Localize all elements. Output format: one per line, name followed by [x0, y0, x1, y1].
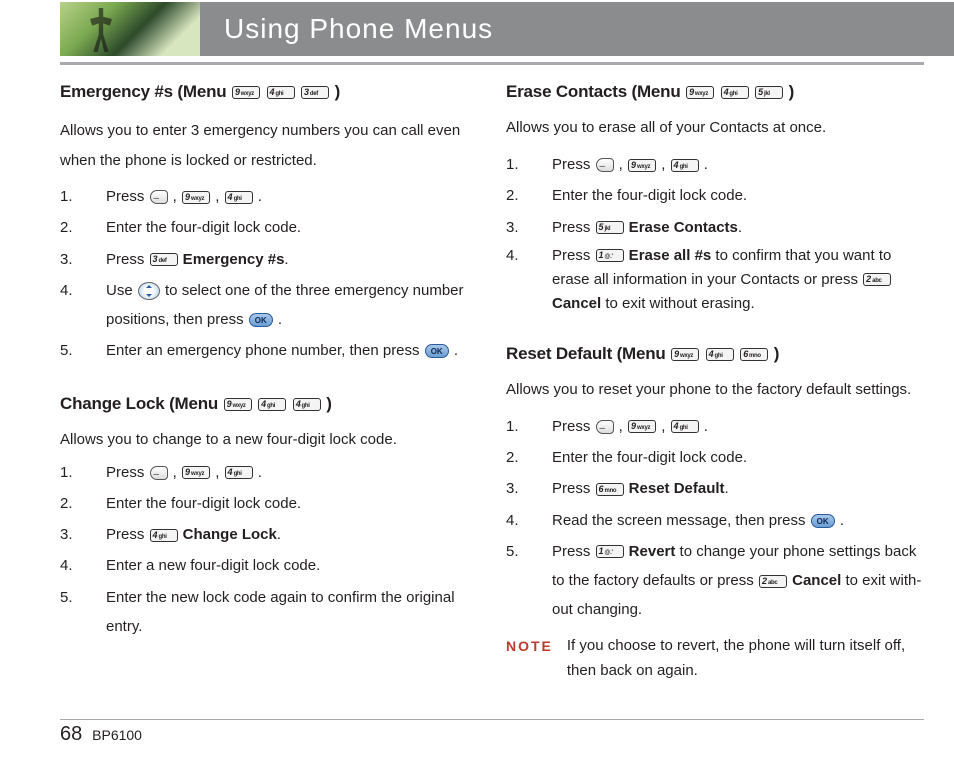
- header-rule: [60, 62, 924, 65]
- header-image: [60, 2, 200, 56]
- softkey-icon: [596, 158, 614, 172]
- key-4: 4ghi: [150, 529, 178, 542]
- key-9: 9wxyz: [232, 86, 260, 99]
- model-label: BP6100: [92, 727, 142, 743]
- key-3: 3def: [301, 86, 329, 99]
- section-title: Reset Default (Menu 9wxyz 4ghi 6mno ): [506, 344, 924, 364]
- ok-key-icon: OK: [811, 514, 835, 528]
- step: Press , 9wxyz , 4ghi .: [60, 182, 478, 211]
- key-4: 4ghi: [267, 86, 295, 99]
- step: Press 4ghi Change Lock.: [60, 520, 478, 549]
- key-9: 9wxyz: [686, 86, 714, 99]
- key-9: 9wxyz: [224, 398, 252, 411]
- step: Press 1@.' Revert to change your phone s…: [506, 537, 924, 625]
- step: Press , 9wxyz , 4ghi .: [506, 150, 924, 179]
- left-column: Emergency #s (Menu 9wxyz 4ghi 3def ) All…: [60, 82, 478, 714]
- step: Enter the new lock code again to confirm…: [60, 583, 478, 642]
- step: Read the screen message, then press OK .: [506, 506, 924, 535]
- title-text: ): [322, 394, 332, 413]
- page-body: Emergency #s (Menu 9wxyz 4ghi 3def ) All…: [60, 82, 924, 714]
- step-list: Press , 9wxyz , 4ghi . Enter the four-di…: [60, 458, 478, 642]
- softkey-icon: [150, 466, 168, 480]
- section-intro: Allows you to change to a new four-digit…: [60, 428, 478, 452]
- step: Press 5jkl Erase Contacts.: [506, 213, 924, 242]
- key-9: 9wxyz: [628, 420, 656, 433]
- ok-key-icon: OK: [425, 344, 449, 358]
- step: Enter the four-digit lock code.: [60, 489, 478, 518]
- key-4: 4ghi: [721, 86, 749, 99]
- key-9: 9wxyz: [628, 159, 656, 172]
- key-4: 4ghi: [225, 466, 253, 479]
- key-4: 4ghi: [225, 191, 253, 204]
- section-erase-contacts: Erase Contacts (Menu 9wxyz 4ghi 5jkl ) A…: [506, 82, 924, 316]
- page-footer: 68 BP6100: [60, 723, 142, 746]
- step: Press , 9wxyz , 4ghi .: [60, 458, 478, 487]
- step: Press , 9wxyz , 4ghi .: [506, 412, 924, 441]
- step: Enter the four-digit lock code.: [60, 213, 478, 242]
- title-text: Erase Contacts (Menu: [506, 82, 685, 101]
- step-list: Press , 9wxyz , 4ghi . Enter the four-di…: [506, 150, 924, 316]
- nav-key-icon: [138, 282, 160, 300]
- section-reset-default: Reset Default (Menu 9wxyz 4ghi 6mno ) Al…: [506, 344, 924, 684]
- key-5: 5jkl: [596, 221, 624, 234]
- key-1: 1@.': [596, 249, 624, 262]
- key-4: 4ghi: [258, 398, 286, 411]
- title-text: Emergency #s (Menu: [60, 82, 231, 101]
- section-title: Change Lock (Menu 9wxyz 4ghi 4ghi ): [60, 394, 478, 414]
- key-3: 3def: [150, 253, 178, 266]
- note-label: NOTE: [506, 633, 553, 684]
- ok-key-icon: OK: [249, 313, 273, 327]
- step: Enter the four-digit lock code.: [506, 181, 924, 210]
- title-text: ): [330, 82, 340, 101]
- step: Press 1@.' Erase all #s to confirm that …: [506, 244, 924, 316]
- title-text: Change Lock (Menu: [60, 394, 223, 413]
- step: Enter the four-digit lock code.: [506, 443, 924, 472]
- key-4: 4ghi: [293, 398, 321, 411]
- key-1: 1@.': [596, 545, 624, 558]
- chapter-title: Using Phone Menus: [200, 2, 954, 56]
- key-4: 4ghi: [671, 420, 699, 433]
- key-6: 6mno: [740, 348, 768, 361]
- page-header: Using Phone Menus: [60, 0, 954, 70]
- section-title: Emergency #s (Menu 9wxyz 4ghi 3def ): [60, 82, 478, 102]
- softkey-icon: [596, 420, 614, 434]
- key-2: 2abc: [759, 575, 787, 588]
- step: Enter a new four-digit lock code.: [60, 551, 478, 580]
- title-text: ): [784, 82, 794, 101]
- step: Enter an emergency phone number, then pr…: [60, 336, 478, 365]
- title-text: Reset Default (Menu: [506, 344, 670, 363]
- key-5: 5jkl: [755, 86, 783, 99]
- key-9: 9wxyz: [182, 466, 210, 479]
- section-change-lock: Change Lock (Menu 9wxyz 4ghi 4ghi ) Allo…: [60, 394, 478, 642]
- section-emergency: Emergency #s (Menu 9wxyz 4ghi 3def ) All…: [60, 82, 478, 366]
- step: Press 3def Emergency #s.: [60, 245, 478, 274]
- step-list: Press , 9wxyz , 4ghi . Enter the four-di…: [60, 182, 478, 366]
- page-number: 68: [60, 723, 82, 745]
- note-text: If you choose to revert, the phone will …: [567, 633, 924, 684]
- key-4: 4ghi: [671, 159, 699, 172]
- footer-rule: [60, 719, 924, 720]
- softkey-icon: [150, 190, 168, 204]
- key-9: 9wxyz: [182, 191, 210, 204]
- note-block: NOTE If you choose to revert, the phone …: [506, 633, 924, 684]
- title-text: ): [769, 344, 779, 363]
- key-2: 2abc: [863, 273, 891, 286]
- step: Press 6mno Reset Default.: [506, 474, 924, 503]
- right-column: Erase Contacts (Menu 9wxyz 4ghi 5jkl ) A…: [506, 82, 924, 714]
- key-9: 9wxyz: [671, 348, 699, 361]
- step-list: Press , 9wxyz , 4ghi . Enter the four-di…: [506, 412, 924, 625]
- section-title: Erase Contacts (Menu 9wxyz 4ghi 5jkl ): [506, 82, 924, 102]
- section-intro: Allows you to erase all of your Contacts…: [506, 116, 924, 140]
- key-6: 6mno: [596, 483, 624, 496]
- key-4: 4ghi: [706, 348, 734, 361]
- step: Use to select one of the three emergency…: [60, 276, 478, 335]
- section-intro: Allows you to enter 3 emergency numbers …: [60, 116, 478, 176]
- section-intro: Allows you to reset your phone to the fa…: [506, 378, 924, 402]
